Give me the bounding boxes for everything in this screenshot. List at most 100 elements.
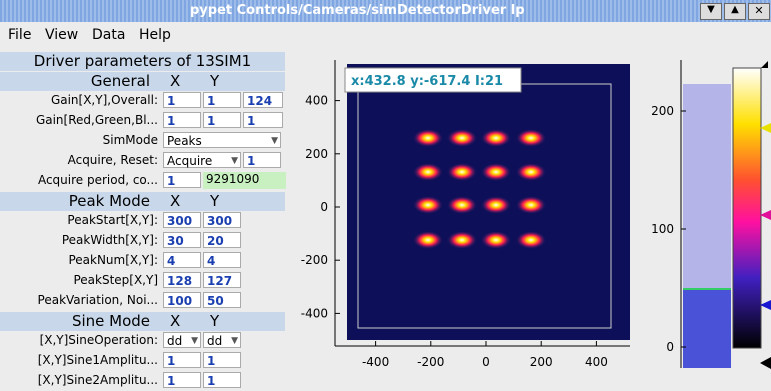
peak-spot xyxy=(481,163,511,181)
menu-item[interactable]: Help xyxy=(139,27,171,43)
field-label: SimMode xyxy=(0,133,158,147)
y-tick-label: 200 xyxy=(651,104,674,118)
section-header: Peak Mode X Y xyxy=(0,192,285,211)
text-input[interactable]: 127 xyxy=(203,272,241,288)
menu-item[interactable]: File xyxy=(8,27,31,43)
dropdown[interactable]: dd ▼ xyxy=(163,332,201,348)
handle[interactable] xyxy=(760,300,771,310)
column-header: X xyxy=(170,72,180,90)
text-input[interactable]: 30 xyxy=(163,232,201,248)
field-label: [X,Y]Sine2Amplitu... xyxy=(0,373,158,387)
text-input[interactable]: 4 xyxy=(163,252,201,268)
dropdown[interactable]: Acquire ▼ xyxy=(163,152,241,168)
peak-spot xyxy=(413,196,443,214)
text-input[interactable]: 128 xyxy=(163,272,201,288)
dropdown-arrow: ▼ xyxy=(271,133,278,149)
peak-spot xyxy=(413,129,443,147)
menu-bar: File View Data Help xyxy=(0,24,771,46)
peak-spot xyxy=(481,231,511,249)
text-input[interactable]: 1 xyxy=(163,92,201,108)
x-tick-label: 200 xyxy=(530,355,553,369)
text-input[interactable]: 124 xyxy=(243,92,283,108)
dropdown-value: Peaks xyxy=(167,134,202,148)
field-label: Acquire, Reset: xyxy=(0,153,158,167)
field-label: PeakStep[X,Y] xyxy=(0,273,158,287)
readback: 9291090 xyxy=(203,172,286,189)
peak-spot xyxy=(413,163,443,181)
text-input[interactable]: 300 xyxy=(203,212,241,228)
handle[interactable] xyxy=(760,123,771,133)
field-label: PeakWidth[X,Y]: xyxy=(0,233,158,247)
panel-title: Driver parameters of 13SIM1 xyxy=(0,52,285,71)
peak-spot xyxy=(481,196,511,214)
dropdown-value: Acquire xyxy=(167,154,212,168)
app-window: pypet Controls/Cameras/simDetectorDriver… xyxy=(0,0,771,391)
dropdown-arrow: ▼ xyxy=(231,153,238,169)
peak-spot xyxy=(516,196,546,214)
x-tick-label: -200 xyxy=(417,355,444,369)
field-label: PeakNum[X,Y]: xyxy=(0,253,158,267)
column-header: Y xyxy=(210,72,219,90)
field-label: Gain[Red,Green,Bl... xyxy=(0,113,158,127)
handle[interactable] xyxy=(761,61,768,68)
text-input[interactable]: 20 xyxy=(203,232,241,248)
text-input[interactable]: 300 xyxy=(163,212,201,228)
dropdown[interactable]: Peaks ▼ xyxy=(163,132,281,148)
handle[interactable] xyxy=(760,210,771,220)
dropdown-value: dd xyxy=(167,334,182,348)
column-header: X xyxy=(170,192,180,210)
text-input[interactable]: 1 xyxy=(163,112,201,128)
field-label: [X,Y]SineOperation: xyxy=(0,333,158,347)
window-button[interactable]: ✕ xyxy=(748,3,770,20)
colorbar xyxy=(733,68,761,348)
menu-item[interactable]: View xyxy=(45,27,78,43)
dropdown-arrow: ▼ xyxy=(191,333,198,349)
text-input[interactable]: 1 xyxy=(203,372,241,388)
text-input[interactable]: 1 xyxy=(203,112,241,128)
column-header: Y xyxy=(210,312,219,330)
dropdown-value: dd xyxy=(207,334,222,348)
x-tick-label: -400 xyxy=(362,355,389,369)
dropdown[interactable]: dd▼ xyxy=(203,332,241,348)
histogram-fill xyxy=(683,288,731,368)
peak-spot xyxy=(447,196,477,214)
image-plot: x:432.8 y:-617.4 I:21 400 200 0 -200 -400 -40… xyxy=(290,46,640,391)
text-input[interactable]: 1 xyxy=(203,352,241,368)
text-input[interactable]: 100 xyxy=(163,292,201,308)
menu-item[interactable]: Data xyxy=(92,27,125,43)
peak-spot xyxy=(516,231,546,249)
peak-spot xyxy=(516,129,546,147)
text-input[interactable]: 4 xyxy=(203,252,241,268)
x-tick-label: 400 xyxy=(585,355,608,369)
field-label: [X,Y]Sine1Amplitu... xyxy=(0,353,158,367)
histogram-fill xyxy=(683,84,731,292)
window-button[interactable]: ▲ xyxy=(724,3,746,20)
peak-spot xyxy=(447,163,477,181)
section-title: Sine Mode xyxy=(72,312,150,330)
section-title: Peak Mode xyxy=(69,192,150,210)
cursor-readout: x:432.8 y:-617.4 I:21 xyxy=(351,74,503,89)
peak-spot xyxy=(481,129,511,147)
y-tick-label: 100 xyxy=(651,222,674,236)
text-input[interactable]: 1 xyxy=(243,152,281,168)
text-input[interactable]: 1 xyxy=(163,172,201,188)
histogram-panel: 200 100 0 xyxy=(640,46,771,391)
peak-spot xyxy=(447,231,477,249)
y-tick-label: -400 xyxy=(301,306,328,320)
column-header: Y xyxy=(210,192,219,210)
text-input[interactable]: 1 xyxy=(163,352,201,368)
y-tick-label: 0 xyxy=(666,340,674,354)
field-label: Acquire period, co... xyxy=(0,173,158,187)
field-label: PeakStart[X,Y]: xyxy=(0,213,158,227)
text-input[interactable]: 1 xyxy=(203,92,241,108)
text-input[interactable]: 1 xyxy=(163,372,201,388)
window-button[interactable]: ▼ xyxy=(700,3,722,20)
peak-spot xyxy=(447,129,477,147)
y-tick-label: 0 xyxy=(320,200,328,214)
text-input[interactable]: 50 xyxy=(203,292,241,308)
y-tick-label: 400 xyxy=(305,94,328,108)
text-input[interactable]: 1 xyxy=(243,112,283,128)
handle[interactable] xyxy=(760,357,771,369)
